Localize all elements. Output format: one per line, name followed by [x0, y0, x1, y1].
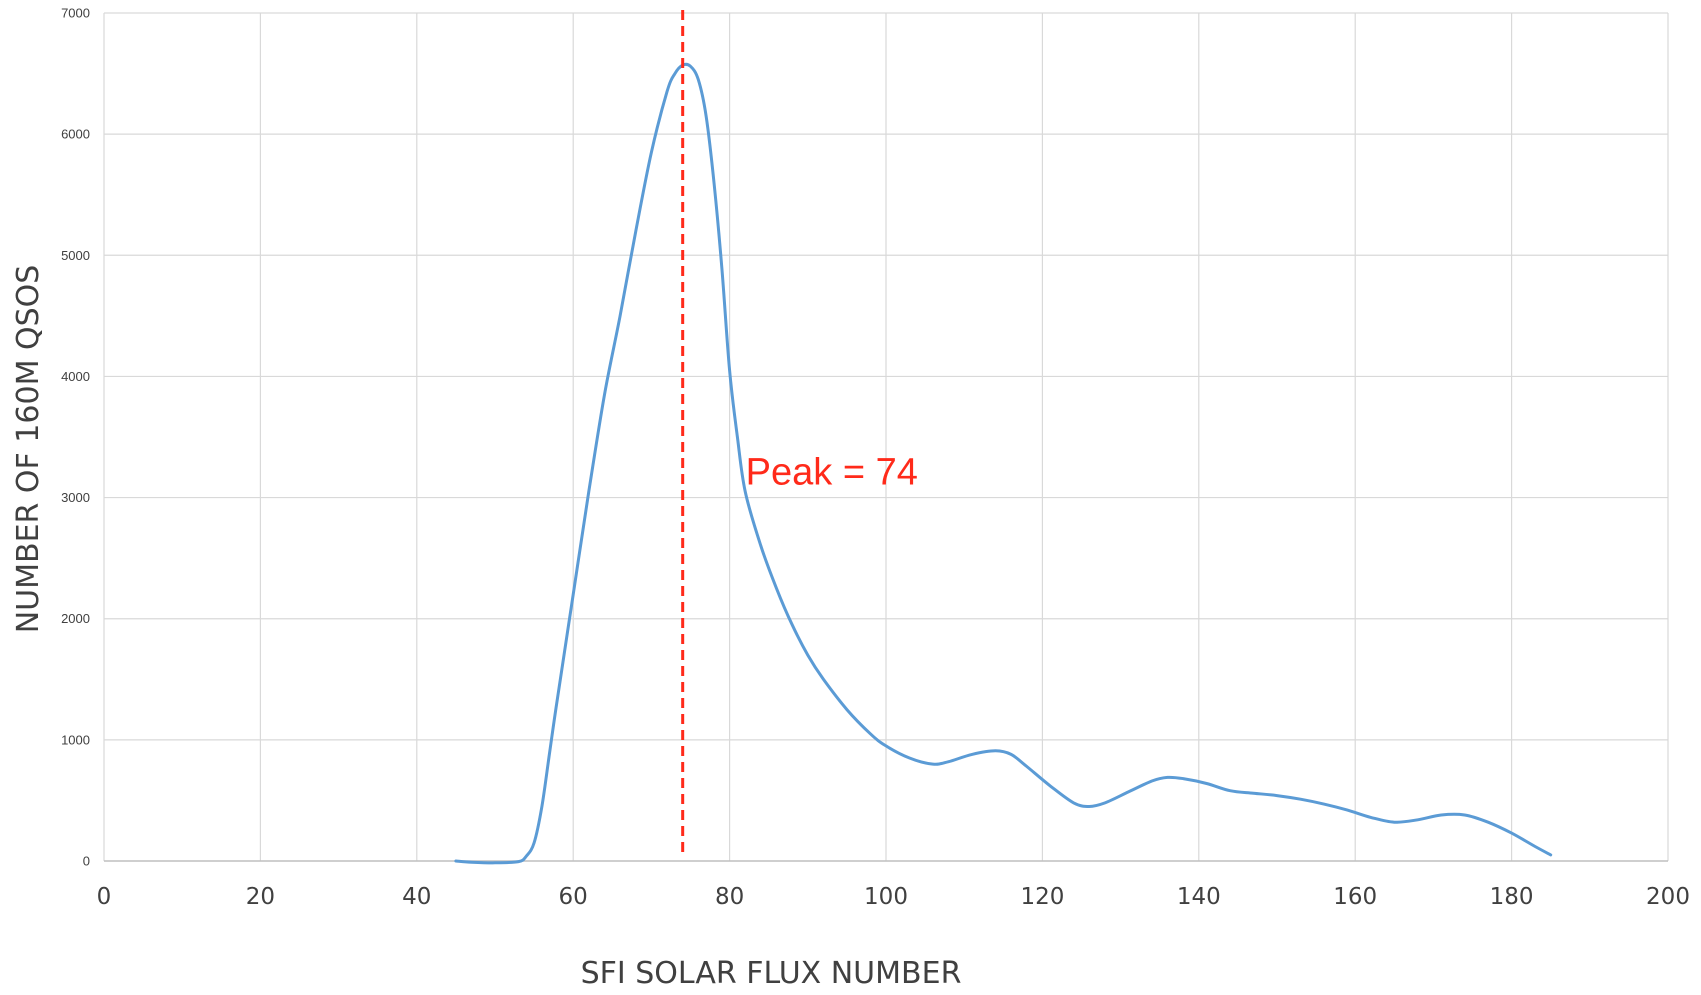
y-tick-label: 0	[83, 854, 90, 869]
x-tick-label: 160	[1333, 884, 1377, 910]
x-tick-label: 140	[1177, 884, 1221, 910]
x-tick-label: 60	[559, 884, 588, 910]
peak-annotation-label: Peak = 74	[746, 452, 918, 494]
y-tick-label: 6000	[61, 127, 90, 142]
y-tick-label: 1000	[61, 732, 90, 747]
y-tick-label: 2000	[61, 611, 90, 626]
y-tick-label: 5000	[61, 248, 90, 263]
x-tick-label: 200	[1646, 884, 1690, 910]
x-tick-label: 40	[402, 884, 431, 910]
y-tick-label: 4000	[61, 369, 90, 384]
grid	[103, 12, 1669, 861]
annotation-layer: Peak = 74	[681, 10, 918, 855]
qso-count-series-line	[454, 62, 1553, 865]
x-tick-label: 20	[246, 884, 275, 910]
x-tick-label: 100	[864, 884, 908, 910]
x-tick-label: 120	[1020, 884, 1064, 910]
y-tick-label: 7000	[61, 6, 90, 21]
x-tick-label: 0	[97, 884, 112, 910]
x-tick-label: 180	[1490, 884, 1534, 910]
axes: 0 1000 2000 3000 4000 5000 6000 7000 0 20 40 60 80 10…	[61, 6, 1690, 911]
series-layer	[454, 62, 1553, 865]
y-axis-title: NUMBER OF 160M QSOS	[11, 265, 46, 634]
y-tick-label: 3000	[61, 490, 90, 505]
x-tick-label: 80	[715, 884, 744, 910]
x-axis-title: SFI SOLAR FLUX NUMBER	[581, 956, 962, 991]
